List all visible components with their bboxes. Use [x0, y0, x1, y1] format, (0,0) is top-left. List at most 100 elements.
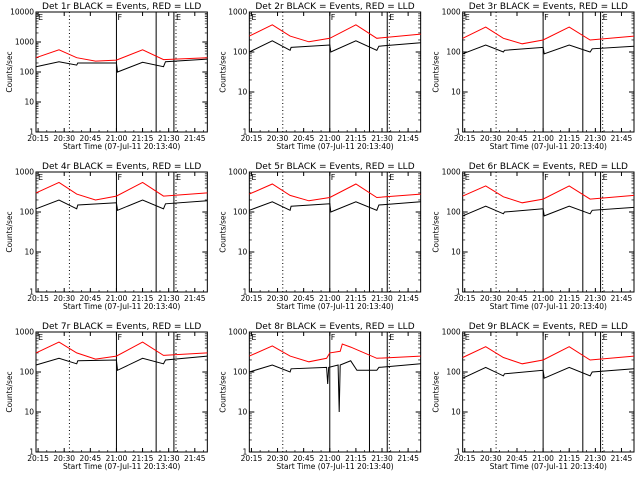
x-tick-label: 20:15 — [454, 294, 476, 303]
detector-panel-8: Det 8r BLACK = Events, RED = LLD 1 10 100 10… — [218, 322, 422, 471]
x-tick-label: 21:15 — [132, 454, 154, 463]
x-tick-label: 21:00 — [532, 454, 554, 463]
x-tick-label: 21:15 — [345, 134, 367, 143]
x-tick-label: 20:15 — [241, 294, 263, 303]
x-tick-label: 20:15 — [454, 454, 476, 463]
x-tick-label: 21:15 — [132, 294, 154, 303]
x-axis-label: Start Time (07-Jul-11 20:13:40) — [276, 462, 393, 471]
x-tick-label: 21:45 — [184, 454, 206, 463]
marker-label: E — [251, 333, 256, 342]
marker-label: F — [544, 333, 549, 342]
x-tick-label: 21:30 — [371, 294, 393, 303]
y-tick-label: 1000 — [442, 168, 461, 177]
detector-panel-7: Det 7r BLACK = Events, RED = LLD 1 10 100 10… — [5, 322, 208, 471]
y-tick-label: 1 — [456, 448, 461, 457]
x-tick-label: 20:15 — [241, 454, 263, 463]
detector-panel-1: Det 1r BLACK = Events, RED = LLD 1 10 100 10… — [5, 2, 208, 151]
plot-frame — [462, 171, 635, 293]
x-tick-label: 21:45 — [184, 134, 206, 143]
x-tick-label: 21:30 — [585, 294, 607, 303]
series-line — [249, 343, 421, 363]
plot-frame — [248, 171, 422, 293]
series-line — [462, 26, 635, 45]
series-line — [35, 199, 208, 212]
y-tick-label: 1000 — [228, 168, 247, 177]
y-tick-label: 100 — [20, 208, 35, 217]
x-tick-label: 20:45 — [80, 134, 102, 143]
x-axis-label: Start Time (07-Jul-11 20:13:40) — [276, 142, 393, 151]
y-tick-label: 1 — [29, 128, 34, 137]
panel-title: Det 8r BLACK = Events, RED = LLD — [255, 322, 414, 332]
y-tick-label: 1 — [29, 448, 34, 457]
series-line — [249, 24, 421, 43]
y-tick-label: 1000 — [15, 168, 34, 177]
y-tick-label: 100 — [446, 208, 461, 217]
y-axis-label: Counts/sec — [5, 51, 14, 92]
x-tick-label: 21:45 — [397, 454, 419, 463]
marker-label: E — [251, 173, 256, 182]
marker-label: E — [176, 333, 181, 342]
marker-label: F — [117, 333, 122, 342]
x-tick-label: 21:15 — [345, 294, 367, 303]
panel-title: Det 9r BLACK = Events, RED = LLD — [469, 322, 628, 332]
y-tick-label: 1 — [456, 128, 461, 137]
x-tick-label: 21:30 — [371, 134, 393, 143]
panel-title: Det 4r BLACK = Events, RED = LLD — [42, 162, 201, 172]
marker-label: E — [603, 333, 608, 342]
series-line — [35, 341, 208, 360]
detector-panel-2: Det 2r BLACK = Events, RED = LLD 1 10 100 10… — [218, 2, 422, 151]
x-tick-label: 21:15 — [345, 454, 367, 463]
y-tick-label: 1000 — [228, 328, 247, 337]
x-tick-label: 21:30 — [585, 454, 607, 463]
y-tick-label: 10 — [451, 408, 461, 417]
marker-label: E — [389, 333, 394, 342]
panel-title: Det 5r BLACK = Events, RED = LLD — [255, 162, 414, 172]
marker-label: F — [331, 173, 336, 182]
y-tick-label: 10 — [24, 408, 34, 417]
plot-frame — [248, 11, 422, 133]
x-tick-label: 20:45 — [293, 134, 315, 143]
x-tick-label: 21:30 — [585, 134, 607, 143]
marker-label: E — [603, 173, 608, 182]
y-tick-label: 10 — [238, 408, 248, 417]
series-line — [249, 183, 421, 202]
detector-panel-6: Det 6r BLACK = Events, RED = LLD 1 10 100 10… — [432, 162, 635, 311]
x-axis-label: Start Time (07-Jul-11 20:13:40) — [63, 302, 180, 311]
x-tick-label: 21:30 — [371, 454, 393, 463]
x-tick-label: 21:45 — [611, 454, 633, 463]
y-tick-label: 100 — [446, 48, 461, 57]
y-tick-label: 10 — [24, 98, 34, 107]
x-tick-label: 21:30 — [158, 294, 180, 303]
y-axis-label: Counts/sec — [432, 371, 441, 412]
plot-frame — [35, 331, 208, 453]
x-axis-label: Start Time (07-Jul-11 20:13:40) — [490, 142, 607, 151]
y-axis-label: Counts/sec — [5, 211, 14, 252]
marker-label: F — [331, 13, 336, 22]
plot-frame — [35, 11, 208, 133]
y-tick-label: 100 — [20, 368, 35, 377]
y-tick-label: 10 — [451, 88, 461, 97]
y-tick-label: 1 — [243, 288, 248, 297]
x-axis-label: Start Time (07-Jul-11 20:13:40) — [490, 462, 607, 471]
x-tick-label: 20:45 — [80, 454, 102, 463]
y-tick-label: 10 — [24, 248, 34, 257]
x-tick-label: 21:00 — [106, 454, 128, 463]
y-tick-label: 100 — [20, 68, 35, 77]
x-tick-label: 21:15 — [558, 454, 580, 463]
x-tick-label: 20:45 — [506, 294, 528, 303]
x-axis-label: Start Time (07-Jul-11 20:13:40) — [63, 462, 180, 471]
marker-label: E — [465, 13, 470, 22]
x-tick-label: 20:30 — [480, 294, 502, 303]
series-line — [35, 58, 208, 73]
marker-label: E — [38, 13, 43, 22]
marker-label: E — [465, 173, 470, 182]
marker-label: E — [603, 13, 608, 22]
y-axis-label: Counts/sec — [218, 211, 227, 252]
x-tick-label: 20:45 — [506, 134, 528, 143]
x-tick-label: 20:30 — [53, 134, 75, 143]
x-axis-label: Start Time (07-Jul-11 20:13:40) — [63, 142, 180, 151]
y-tick-label: 100 — [446, 368, 461, 377]
x-tick-label: 20:15 — [27, 454, 49, 463]
marker-label: E — [389, 173, 394, 182]
panel-title: Det 3r BLACK = Events, RED = LLD — [469, 2, 628, 12]
